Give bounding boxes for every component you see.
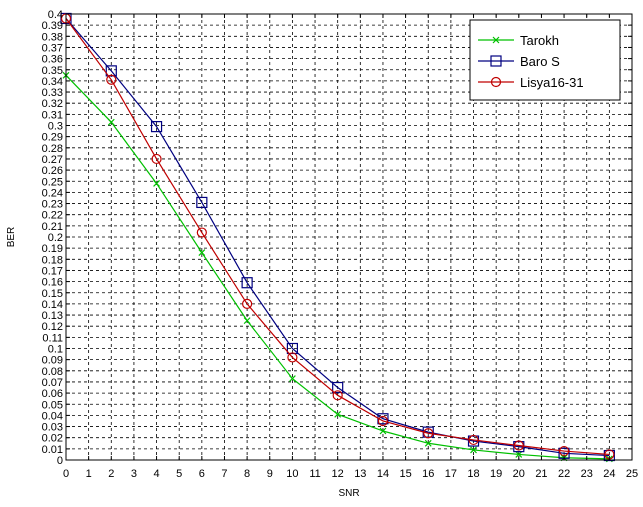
x-tick-label: 20	[513, 468, 525, 480]
y-tick-label: 0.28	[42, 143, 63, 155]
y-tick-label: 0.15	[42, 288, 63, 300]
legend-label: Lisya16-31	[520, 75, 584, 90]
y-tick-label: 0.23	[42, 199, 63, 211]
y-tick-label: 0.26	[42, 165, 63, 177]
x-tick-label: 19	[490, 468, 502, 480]
x-tick-label: 25	[626, 468, 638, 480]
x-tick-label: 21	[535, 468, 547, 480]
y-tick-label: 0.33	[42, 87, 63, 99]
y-tick-label: 0.4	[48, 9, 63, 21]
y-tick-label: 0.07	[42, 377, 63, 389]
x-tick-label: 23	[581, 468, 593, 480]
y-tick-label: 0.21	[42, 221, 63, 233]
x-tick-label: 3	[131, 468, 137, 480]
y-tick-label: 0.09	[42, 355, 63, 367]
y-tick-label: 0.03	[42, 422, 63, 434]
y-tick-label: 0.34	[42, 76, 63, 88]
y-tick-label: 0	[57, 455, 63, 467]
y-tick-label: 0.29	[42, 132, 63, 144]
x-tick-label: 11	[309, 468, 320, 480]
x-tick-label: 10	[286, 468, 298, 480]
x-tick-label: 13	[354, 468, 366, 480]
y-tick-label: 0.3	[48, 121, 63, 133]
x-axis-label: SNR	[338, 488, 359, 499]
y-tick-label: 0.05	[42, 399, 63, 411]
y-tick-label: 0.01	[42, 444, 63, 456]
y-tick-label: 0.39	[42, 20, 63, 32]
x-tick-label: 0	[63, 468, 69, 480]
x-tick-label: 1	[86, 468, 92, 480]
x-tick-label: 15	[399, 468, 411, 480]
legend-label: Tarokh	[520, 33, 559, 48]
y-tick-label: 0.14	[42, 299, 63, 311]
y-tick-label: 0.11	[42, 332, 63, 344]
y-tick-label: 0.2	[48, 232, 63, 244]
x-tick-label: 24	[603, 468, 615, 480]
y-axis-label: BER	[6, 227, 17, 248]
y-tick-label: 0.13	[42, 310, 63, 322]
y-tick-label: 0.02	[42, 433, 63, 445]
y-tick-label: 0.18	[42, 254, 63, 266]
x-tick-label: 9	[267, 468, 273, 480]
x-tick-label: 14	[377, 468, 389, 480]
x-tick-label: 12	[332, 468, 344, 480]
x-tick-label: 17	[445, 468, 457, 480]
y-tick-label: 0.06	[42, 388, 63, 400]
y-tick-label: 0.37	[42, 42, 63, 54]
y-tick-label: 0.36	[42, 54, 63, 66]
y-tick-label: 0.17	[42, 265, 63, 277]
y-tick-label: 0.38	[42, 31, 63, 43]
x-tick-label: 4	[153, 468, 159, 480]
x-tick-label: 8	[244, 468, 250, 480]
y-tick-label: 0.12	[42, 321, 63, 333]
y-tick-label: 0.25	[42, 176, 63, 188]
x-tick-label: 18	[467, 468, 479, 480]
y-tick-label: 0.22	[42, 210, 63, 222]
y-tick-label: 0.31	[42, 109, 63, 121]
x-tick-label: 2	[108, 468, 114, 480]
y-tick-label: 0.04	[42, 410, 63, 422]
x-tick-label: 6	[199, 468, 205, 480]
y-tick-label: 0.32	[42, 98, 63, 110]
x-tick-label: 16	[422, 468, 434, 480]
y-tick-label: 0.35	[42, 65, 63, 77]
legend-label: Baro S	[520, 54, 560, 69]
y-tick-label: 0.19	[42, 243, 63, 255]
y-tick-label: 0.24	[42, 187, 63, 199]
x-tick-label: 7	[221, 468, 227, 480]
y-tick-label: 0.08	[42, 366, 63, 378]
x-tick-label: 5	[176, 468, 182, 480]
y-tick-label: 0.27	[42, 154, 63, 166]
y-tick-label: 0.16	[42, 277, 63, 289]
x-tick-label: 22	[558, 468, 570, 480]
y-tick-label: 0.1	[48, 344, 63, 356]
legend: Tarokh Baro S Lisya16-31	[470, 20, 620, 100]
